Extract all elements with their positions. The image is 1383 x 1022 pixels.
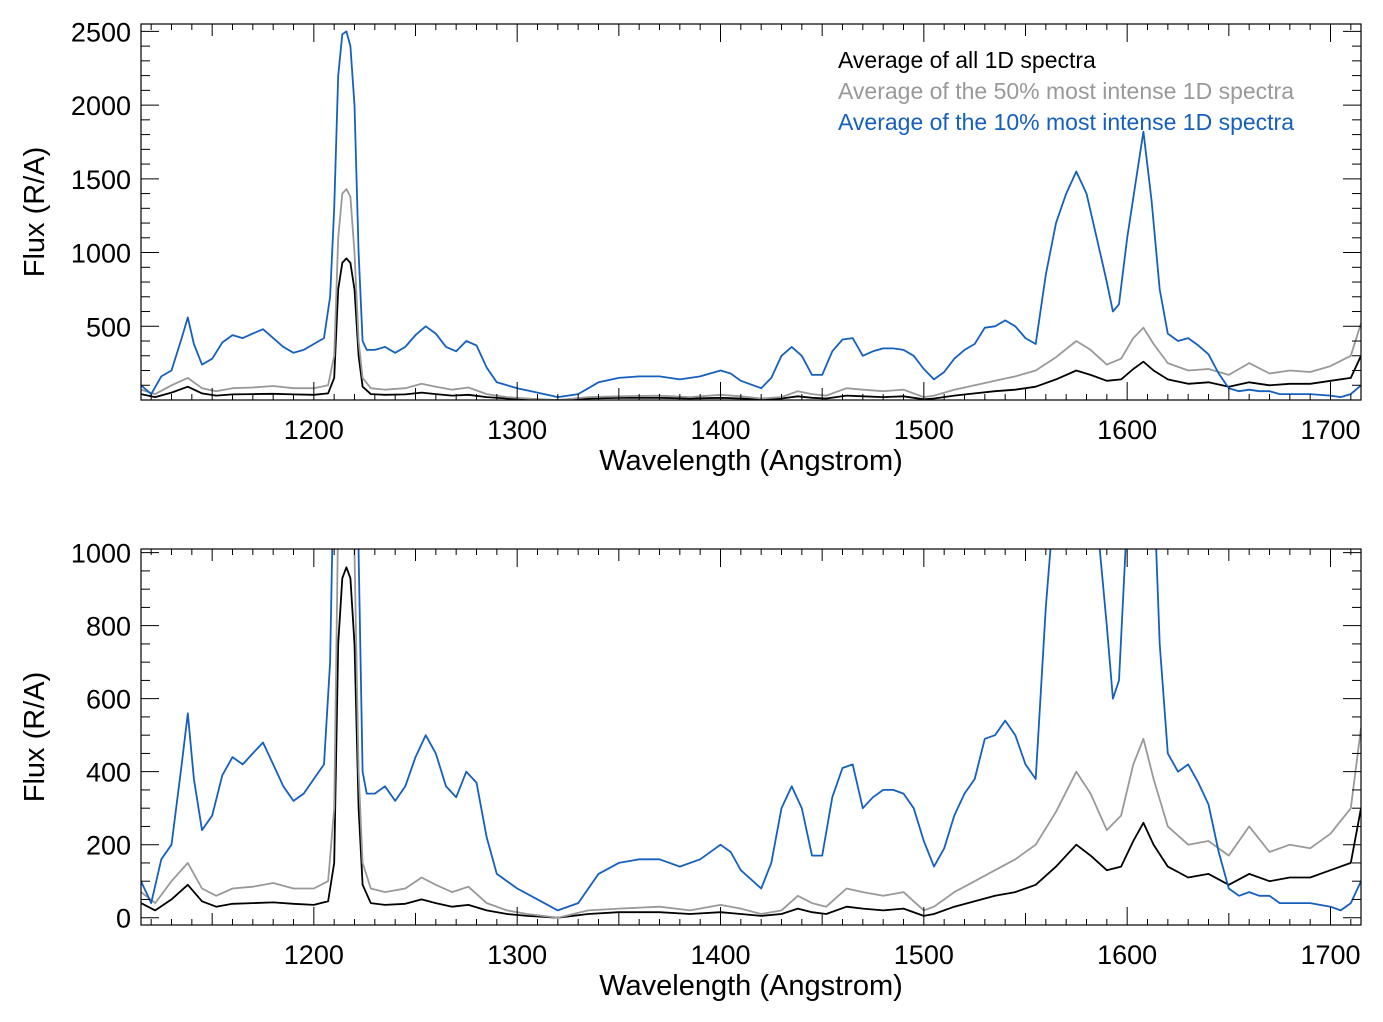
series-line-top10 bbox=[141, 30, 1361, 398]
chart-panel-1: 1200 1300 1400 1500 1600 1700 500 1000 1500 2000 2… bbox=[19, 17, 1362, 477]
x-tick-label: 1600 bbox=[1097, 415, 1157, 445]
x-axis-title: Wavelength (Angstrom) bbox=[599, 445, 903, 477]
x-axis-title: Wavelength (Angstrom) bbox=[599, 970, 903, 1002]
series-line-top50 bbox=[141, 188, 1361, 400]
x-tick-label: 1200 bbox=[284, 415, 344, 445]
legend: Average of all 1D spectra Average of the … bbox=[838, 47, 1294, 135]
x-tick-label: 1400 bbox=[690, 940, 750, 970]
chart-panel-2: 1200 1300 1400 1500 1600 1700 0 200 400 600 800 100… bbox=[19, 539, 1362, 1002]
series-line-top50 bbox=[141, 549, 1361, 919]
x-tick-label: 1500 bbox=[894, 940, 954, 970]
x-tick-label: 1700 bbox=[1300, 415, 1360, 445]
y-tick-label: 1500 bbox=[71, 165, 131, 195]
y-tick-label: 500 bbox=[86, 312, 131, 342]
y-tick-label: 0 bbox=[116, 904, 131, 934]
series-line-all bbox=[141, 257, 1361, 400]
plot-frame bbox=[140, 23, 1362, 401]
x-tick-label: 1300 bbox=[487, 940, 547, 970]
series-line-top10 bbox=[141, 549, 1361, 912]
legend-entry-3: Average of the 10% most intense 1D spect… bbox=[838, 109, 1294, 135]
x-tick-label: 1500 bbox=[894, 415, 954, 445]
x-tick-label: 1400 bbox=[690, 415, 750, 445]
y-axis-title: Flux (R/A) bbox=[19, 147, 51, 278]
plot-frame bbox=[140, 548, 1362, 926]
series-line-all bbox=[141, 566, 1361, 919]
x-tick-label: 1300 bbox=[487, 415, 547, 445]
legend-entry-2: Average of the 50% most intense 1D spect… bbox=[838, 78, 1294, 104]
y-tick-label: 600 bbox=[86, 685, 131, 715]
y-tick-label: 800 bbox=[86, 612, 131, 642]
y-tick-label: 200 bbox=[86, 831, 131, 861]
y-tick-label: 400 bbox=[86, 758, 131, 788]
y-tick-label: 2000 bbox=[71, 91, 131, 121]
x-tick-label: 1700 bbox=[1300, 940, 1360, 970]
y-tick-label: 2500 bbox=[71, 17, 131, 47]
y-tick-label: 1000 bbox=[71, 239, 131, 269]
y-axis-title: Flux (R/A) bbox=[19, 672, 51, 803]
x-tick-label: 1200 bbox=[284, 940, 344, 970]
y-tick-label: 1000 bbox=[71, 539, 131, 569]
x-tick-label: 1600 bbox=[1097, 940, 1157, 970]
legend-entry-1: Average of all 1D spectra bbox=[838, 47, 1096, 73]
